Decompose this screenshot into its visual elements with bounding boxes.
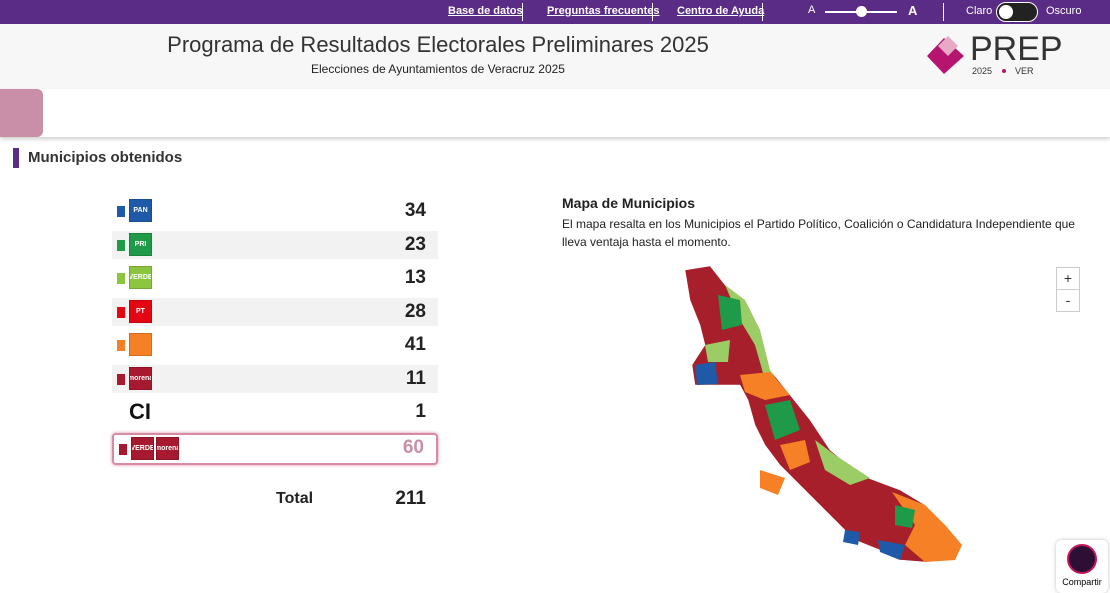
logo-name: PREP <box>970 30 1063 68</box>
zoom-in[interactable]: + <box>1056 267 1080 290</box>
result-row: PT 28 <box>112 298 438 326</box>
party-logo: PAN <box>129 199 152 222</box>
zoom-out[interactable]: - <box>1056 289 1080 312</box>
party-value: 11 <box>405 368 426 389</box>
state <box>684 265 963 563</box>
party-marker <box>117 374 125 385</box>
party-logo: PT <box>129 300 152 323</box>
result-row: PAN 34 <box>112 197 438 225</box>
party-value: 23 <box>404 234 426 255</box>
party-marker <box>117 240 125 251</box>
party-marker <box>117 307 125 318</box>
logo-year: 2025 <box>972 66 992 76</box>
logo-state: VER <box>1015 66 1034 76</box>
region <box>725 285 780 385</box>
party-value: 41 <box>404 334 426 355</box>
result-row: VERDE morena 60 <box>112 433 438 465</box>
party-value: 34 <box>404 200 426 221</box>
region <box>878 540 905 560</box>
separator <box>943 3 944 21</box>
link[interactable]: Preguntas frecuentes <box>547 5 660 17</box>
region <box>843 530 860 545</box>
party-marker <box>119 444 127 455</box>
theme-light: Claro <box>966 5 993 17</box>
share-label: Compartir <box>1062 577 1102 587</box>
result-row: 41 <box>112 331 438 359</box>
nav-band <box>0 89 1110 137</box>
party-logo <box>129 333 152 356</box>
party-value: 13 <box>404 267 426 288</box>
subtitle: Elecciones de Ayuntamientos de Veracruz … <box>311 62 565 76</box>
party-logo: morena <box>129 367 152 390</box>
font-large[interactable]: A <box>908 3 918 18</box>
logo-shape <box>938 36 958 56</box>
logo: PREP 2025 VER <box>927 30 1063 76</box>
section-bar <box>13 148 19 168</box>
party-logo: VERDE <box>129 266 152 289</box>
menu-button[interactable] <box>0 89 43 137</box>
region <box>815 440 870 485</box>
region <box>895 505 915 528</box>
party-value: 60 <box>402 437 424 458</box>
party-logo: PRI <box>129 233 152 256</box>
link[interactable]: Base de datos <box>448 5 523 17</box>
font-small[interactable]: A <box>808 4 816 16</box>
region <box>705 340 730 362</box>
party-value: 28 <box>404 301 426 322</box>
dot <box>1002 69 1006 73</box>
separator <box>522 3 523 21</box>
title: Programa de Resultados Electorales Preli… <box>167 32 709 57</box>
result-row: morena 11 <box>112 365 438 393</box>
separator <box>762 3 763 21</box>
share-panel: Compartir <box>1056 540 1108 593</box>
party-marker <box>117 273 125 284</box>
party-marker <box>117 340 125 351</box>
result-row: CI 1 <box>112 398 438 426</box>
separator <box>652 3 653 21</box>
total-label: Total <box>276 490 314 507</box>
theme-dark: Oscuro <box>1046 5 1082 17</box>
total-value: 211 <box>395 488 426 509</box>
link[interactable]: Centro de Ayuda <box>677 5 765 17</box>
map-title: Mapa de Municipios <box>562 195 696 211</box>
party-logo: morena <box>156 437 179 460</box>
region <box>718 295 742 330</box>
party-label: CI <box>129 399 151 424</box>
region <box>760 470 785 495</box>
theme-toggle[interactable] <box>996 2 1038 22</box>
header: Programa de Resultados Electorales Preli… <box>0 24 1110 89</box>
share-button[interactable] <box>1067 544 1097 574</box>
result-row: PRI 23 <box>112 231 438 259</box>
result-row: VERDE 13 <box>112 264 438 292</box>
slider-thumb[interactable] <box>856 6 867 17</box>
region <box>780 440 810 470</box>
party-value: 1 <box>415 401 426 422</box>
region <box>765 400 800 440</box>
section-title: Municipios obtenidos <box>28 149 183 166</box>
region <box>892 492 962 562</box>
region <box>740 372 790 400</box>
party-logo: VERDE <box>131 437 154 460</box>
party-marker <box>117 206 125 217</box>
region <box>695 362 718 385</box>
top-bar: Base de datos Preguntas frecuentes Centr… <box>0 0 1110 24</box>
logo-shape <box>927 38 964 74</box>
map-description: El mapa resalta en los Municipios el Par… <box>562 217 1075 249</box>
